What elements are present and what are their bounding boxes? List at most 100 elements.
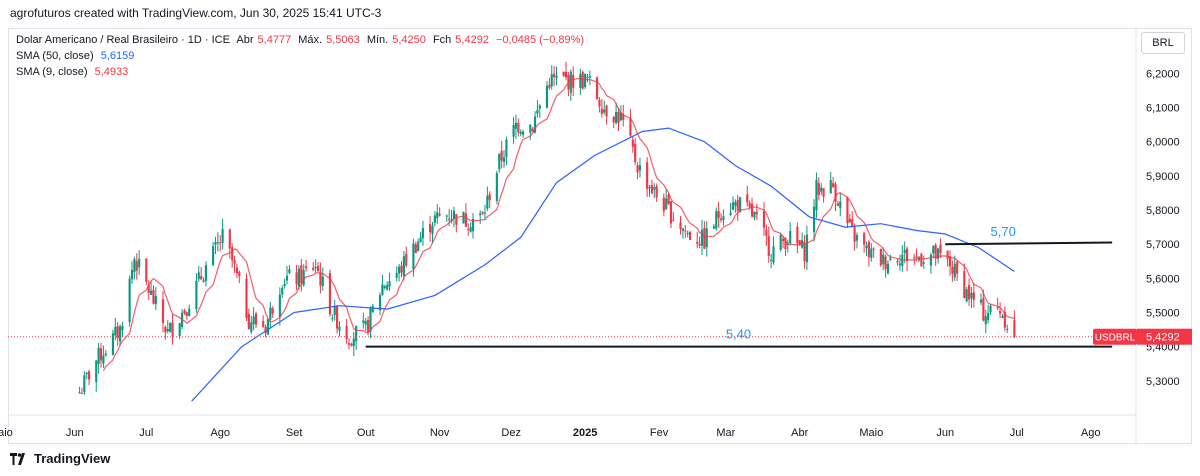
candle-body [388, 281, 391, 287]
candle-body [605, 105, 608, 117]
candle-body [889, 257, 892, 260]
candle-body [367, 320, 370, 333]
candle-body [197, 272, 200, 280]
x-tick-label: Ago [210, 427, 230, 439]
candle-body [400, 265, 403, 273]
candle-body [502, 157, 506, 162]
legend-high-label: Máx. [298, 34, 323, 46]
candle-body [750, 203, 754, 217]
candle-body [932, 245, 935, 254]
candle-body [965, 289, 968, 302]
candle-body [288, 269, 291, 274]
candle-body [228, 229, 231, 249]
candle-body [305, 266, 308, 269]
candle-body [467, 229, 470, 231]
candle-body [269, 307, 272, 320]
candle-body [555, 75, 558, 78]
candle-body [219, 242, 222, 244]
legend-open: 5,4777 [257, 34, 292, 46]
candle-body [99, 348, 103, 361]
candle-body [371, 306, 374, 312]
candle-body [638, 165, 642, 171]
candle-body [846, 197, 849, 223]
candle-body [178, 323, 181, 337]
candle-body [839, 201, 842, 208]
x-tick-label: 2025 [573, 427, 597, 439]
sma50-label: SMA (50, close) [16, 50, 94, 62]
candle-body [753, 211, 756, 218]
candle-body [903, 249, 906, 253]
legend-open-label: Abr [236, 34, 254, 46]
candle-body [278, 294, 281, 317]
candle-body [538, 105, 541, 109]
candle-body [820, 187, 823, 192]
candle-body [886, 263, 890, 274]
candle-body [619, 112, 622, 121]
candle-body [767, 236, 770, 257]
candle-body [579, 74, 582, 88]
candle-body [979, 299, 983, 303]
candle-body [352, 338, 355, 347]
candle-body [183, 310, 186, 314]
candle-body [419, 237, 422, 243]
candle-body [479, 213, 482, 216]
candle-body [522, 131, 525, 135]
candle-body [231, 247, 234, 261]
candle-body [202, 280, 205, 282]
candle-body [822, 188, 825, 197]
currency-selector[interactable]: BRL [1141, 32, 1185, 54]
y-tick-label: 6,0000 [1146, 137, 1180, 149]
candle-body [486, 195, 489, 209]
y-tick-label: 5,5000 [1146, 308, 1180, 320]
candle-body [104, 353, 107, 356]
candle-body [665, 198, 668, 210]
candle-body [586, 76, 589, 78]
candle-body [130, 269, 134, 280]
candle-body [870, 248, 873, 258]
candle-body [898, 263, 901, 266]
candle-body [688, 232, 692, 240]
candle-body [519, 131, 522, 134]
candle-body [514, 122, 518, 129]
candle-body [734, 201, 737, 206]
chart-header: agrofuturos created with TradingView.com… [10, 6, 382, 20]
candle-body [245, 278, 248, 318]
last-price-label: 5,4292 [1146, 332, 1180, 344]
candle-body [882, 254, 885, 265]
candle-body [135, 261, 138, 271]
candle-body [569, 71, 572, 93]
candle-body [316, 266, 320, 271]
candle-body [369, 307, 372, 332]
candle-body [314, 266, 317, 268]
candle-body [128, 278, 131, 323]
candle-body [85, 372, 88, 375]
candle-body [414, 244, 417, 254]
candle-body [686, 233, 689, 235]
footer-branding: TradingView [10, 451, 110, 466]
candle-body [812, 206, 816, 233]
candle-body [529, 124, 532, 133]
legend-change: −0,0485 (−0,89%) [496, 34, 585, 46]
candle-body [884, 256, 887, 270]
symbol-tag [1093, 328, 1137, 345]
candle-body [469, 227, 472, 232]
candle-body [796, 226, 799, 244]
candle-body [970, 292, 973, 299]
candle-body [553, 73, 556, 77]
candle-body [998, 311, 1002, 314]
candle-body [987, 313, 990, 321]
candle-body [731, 202, 735, 210]
candle-body [996, 307, 999, 309]
candle-body [319, 272, 322, 286]
candle-body [95, 360, 98, 383]
candle-body [328, 273, 332, 315]
chart-frame[interactable] [8, 28, 1192, 444]
candle-body [798, 240, 801, 246]
candle-body [247, 313, 250, 330]
legend-sma50: SMA (50, close) 5,6159 [16, 50, 138, 62]
candle-body [934, 244, 937, 259]
candle-body [765, 229, 768, 236]
candle-body [851, 218, 854, 227]
candle-body [588, 75, 591, 78]
